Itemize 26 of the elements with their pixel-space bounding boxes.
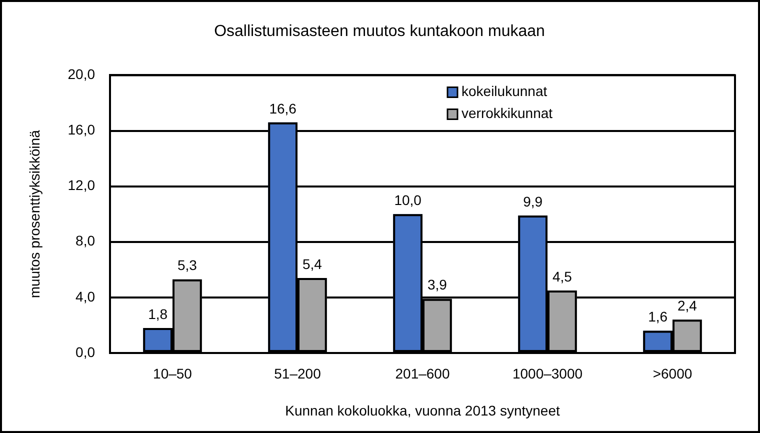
x-tick-label: 10–50 [153,365,192,382]
data-label: 5,3 [177,257,198,274]
data-label: 10,0 [394,192,422,208]
chart-title: Osallistumisasteen muutos kuntakoon mukaan [214,23,545,40]
y-tick-label: 16,0 [68,122,96,138]
data-label: 3,9 [427,276,448,293]
x-tick-label: 1000–3000 [512,365,583,382]
legend-label: verrokkikunnat [462,105,553,122]
x-tick-label: >6000 [652,365,692,382]
y-tick-label: 20,0 [68,66,96,82]
data-label: 1,8 [148,306,168,322]
data-label: 4,5 [552,268,572,284]
y-axis-title: muutos prosenttiyksikköinä [26,130,42,298]
y-tick-label: 0,0 [76,344,96,360]
y-tick-label: 4,0 [76,288,96,304]
x-axis-title: Kunnan kokoluokka, vuonna 2013 syntyneet [285,402,560,418]
y-tick-label: 12,0 [68,177,96,194]
data-label: 16,6 [269,100,297,116]
data-label: 1,6 [648,308,668,325]
x-tick-label: 201–600 [395,365,450,382]
data-label: 9,9 [523,193,543,210]
x-tick-label: 51–200 [274,365,322,382]
data-label: 2,4 [677,298,698,314]
legend-label: kokeilukunnat [462,83,548,100]
data-label: 5,4 [302,256,322,272]
y-tick-label: 8,0 [76,232,96,249]
